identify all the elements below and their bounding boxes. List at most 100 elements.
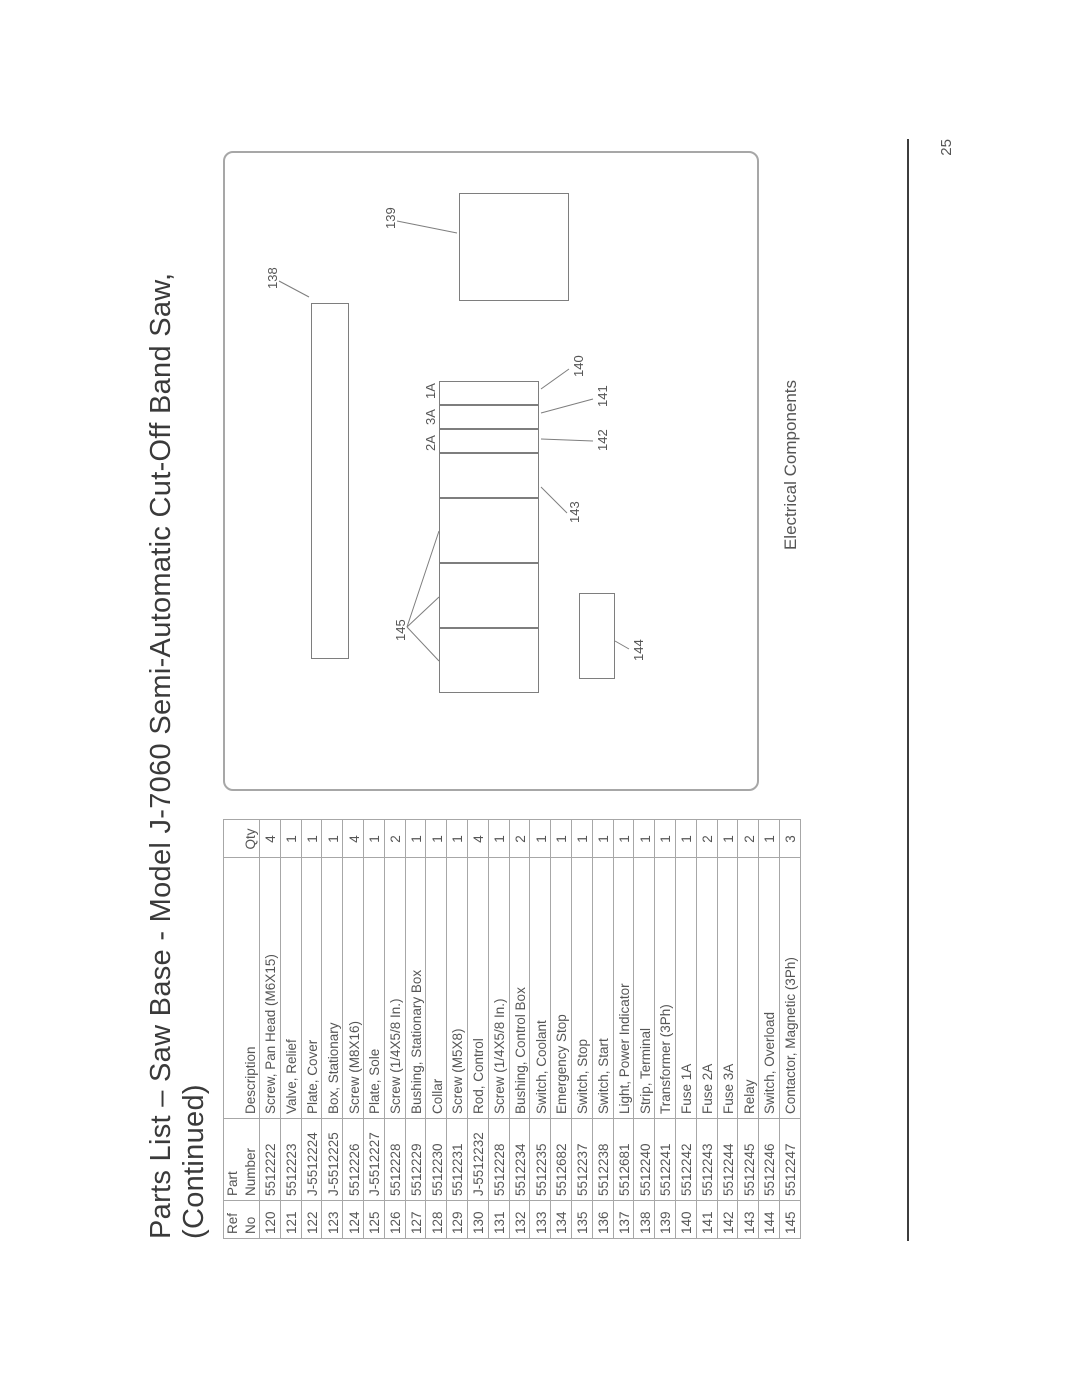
- table-row: 1445512246Switch, Overload1: [759, 819, 780, 1238]
- lbl-143: 143: [567, 501, 582, 523]
- parts-table: Ref Part Description Qty No Number 12055…: [223, 819, 801, 1239]
- cell-part: 5512231: [447, 1118, 468, 1200]
- cell-desc: Fuse 1A: [675, 857, 696, 1118]
- cell-desc: Emergency Stop: [551, 857, 572, 1118]
- cell-desc: Plate, Sole: [364, 857, 385, 1118]
- ld-141: [541, 399, 593, 413]
- cell-desc: Bushing, Stationary Box: [405, 857, 426, 1118]
- ld-143: [541, 487, 567, 513]
- lbl-3A: 3A: [423, 409, 438, 425]
- cell-desc: Switch, Stop: [571, 857, 592, 1118]
- cell-desc: Collar: [426, 857, 447, 1118]
- lbl-2A: 2A: [423, 435, 438, 451]
- cell-desc: Switch, Overload: [759, 857, 780, 1118]
- table-row: 1435512245Relay2: [738, 819, 759, 1238]
- cell-part: 5512237: [571, 1118, 592, 1200]
- box-143: [439, 453, 539, 498]
- cell-part: 5512681: [613, 1118, 634, 1200]
- fuse-142: [439, 429, 539, 453]
- content-row: Ref Part Description Qty No Number 12055…: [223, 139, 801, 1239]
- page-title: Parts List – Saw Base - Model J-7060 Sem…: [145, 139, 211, 1239]
- cell-ref: 145: [779, 1200, 800, 1238]
- ld-145b: [407, 597, 439, 627]
- cell-ref: 138: [634, 1200, 655, 1238]
- cell-qty: 1: [301, 819, 322, 857]
- table-row: 1355512237Switch, Stop1: [571, 819, 592, 1238]
- cell-desc: Contactor, Magnetic (3Ph): [779, 857, 800, 1118]
- lbl-142: 142: [595, 429, 610, 451]
- hdr-ref-bot: No: [242, 1200, 260, 1238]
- cell-qty: 1: [364, 819, 385, 857]
- ld-138: [279, 281, 309, 297]
- lbl-144: 144: [631, 639, 646, 661]
- cell-qty: 1: [592, 819, 613, 857]
- cell-qty: 2: [384, 819, 405, 857]
- diagram-caption: Electrical Components: [781, 139, 801, 791]
- cell-desc: Box, Stationary: [322, 857, 343, 1118]
- cell-desc: Screw (M5X8): [447, 857, 468, 1118]
- diagram-section: 1381391401411421431441451A3A2A Electrica…: [223, 139, 801, 791]
- table-row: 1245512226Screw (M8X16)4: [343, 819, 364, 1238]
- hdr-part-top: Part: [224, 1118, 242, 1200]
- cell-qty: 1: [717, 819, 738, 857]
- cell-desc: Screw (M8X16): [343, 857, 364, 1118]
- cell-qty: 1: [655, 819, 676, 857]
- box-145b: [439, 563, 539, 628]
- hdr-part-bot: Number: [242, 1118, 260, 1200]
- ld-145a: [407, 627, 439, 661]
- lbl-140: 140: [571, 355, 586, 377]
- table-row: 130J-5512232Rod, Control4: [468, 819, 489, 1238]
- cell-desc: Strip, Terminal: [634, 857, 655, 1118]
- table-row: 1395512241Transformer (3Ph)1: [655, 819, 676, 1238]
- cell-ref: 139: [655, 1200, 676, 1238]
- cell-qty: 1: [675, 819, 696, 857]
- cell-part: 5512230: [426, 1118, 447, 1200]
- box-145c: [439, 498, 539, 563]
- cell-desc: Fuse 2A: [696, 857, 717, 1118]
- cell-ref: 134: [551, 1200, 572, 1238]
- cell-qty: 1: [759, 819, 780, 857]
- table-row: 125J-5512227Plate, Sole1: [364, 819, 385, 1238]
- cell-qty: 2: [738, 819, 759, 857]
- cell-ref: 135: [571, 1200, 592, 1238]
- cell-ref: 120: [260, 1200, 281, 1238]
- cell-part: 5512247: [779, 1118, 800, 1200]
- cell-ref: 123: [322, 1200, 343, 1238]
- ld-145c: [407, 531, 439, 627]
- hdr-ref-top: Ref: [224, 1200, 242, 1238]
- cell-desc: Screw (1/4X5/8 In.): [488, 857, 509, 1118]
- cell-ref: 144: [759, 1200, 780, 1238]
- box-139: [459, 193, 569, 301]
- lbl-139: 139: [383, 207, 398, 229]
- cell-qty: 1: [551, 819, 572, 857]
- page-number: 25: [938, 139, 955, 156]
- cell-part: 5512222: [260, 1118, 281, 1200]
- cell-qty: 4: [260, 819, 281, 857]
- cell-qty: 1: [530, 819, 551, 857]
- box-145a: [439, 628, 539, 693]
- table-row: 1345512682Emergency Stop1: [551, 819, 572, 1238]
- cell-qty: 1: [571, 819, 592, 857]
- cell-part: J-5512225: [322, 1118, 343, 1200]
- cell-ref: 132: [509, 1200, 530, 1238]
- box-138: [311, 303, 349, 659]
- cell-ref: 130: [468, 1200, 489, 1238]
- footer-rule: [907, 139, 909, 1241]
- cell-part: 5512244: [717, 1118, 738, 1200]
- cell-ref: 140: [675, 1200, 696, 1238]
- cell-qty: 1: [280, 819, 301, 857]
- page-root: Parts List – Saw Base - Model J-7060 Sem…: [65, 69, 1015, 1329]
- cell-ref: 121: [280, 1200, 301, 1238]
- cell-desc: Valve, Relief: [280, 857, 301, 1118]
- diagram-frame: 1381391401411421431441451A3A2A: [223, 151, 759, 791]
- cell-qty: 2: [696, 819, 717, 857]
- table-row: 1405512242Fuse 1A1: [675, 819, 696, 1238]
- ld-140: [541, 369, 569, 389]
- cell-ref: 124: [343, 1200, 364, 1238]
- cell-qty: 1: [447, 819, 468, 857]
- cell-part: 5512226: [343, 1118, 364, 1200]
- table-body: 1205512222Screw, Pan Head (M6X15)4121551…: [260, 819, 801, 1238]
- cell-desc: Switch, Coolant: [530, 857, 551, 1118]
- cell-ref: 127: [405, 1200, 426, 1238]
- cell-qty: 3: [779, 819, 800, 857]
